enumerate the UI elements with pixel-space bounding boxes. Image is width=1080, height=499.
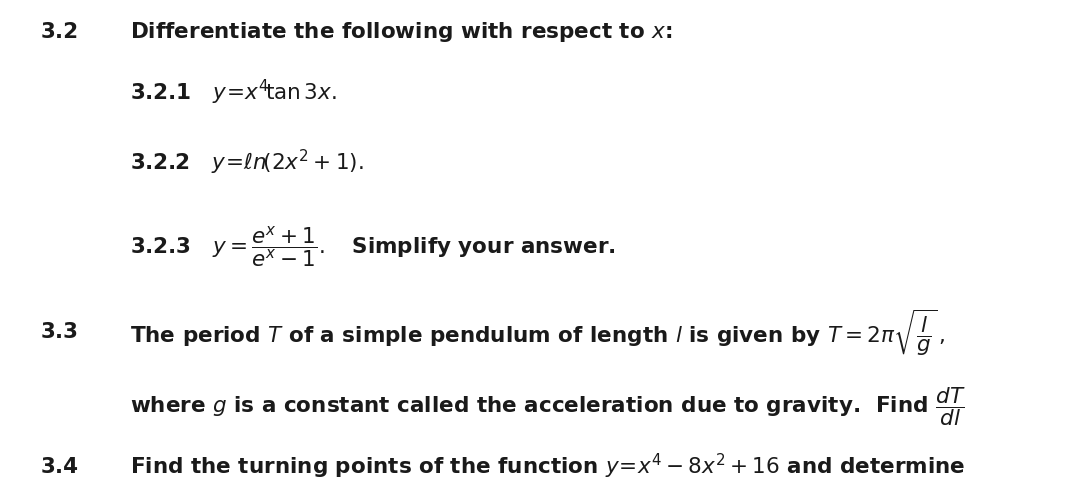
Text: Find the turning points of the function $\mathit{y}\!=\!\mathit{x}^4-8\mathit{x}: Find the turning points of the function … <box>130 452 966 481</box>
Text: 3.2: 3.2 <box>41 22 79 42</box>
Text: The period $T$ of a simple pendulum of length $l$ is given by $T=2\pi\sqrt{\dfra: The period $T$ of a simple pendulum of l… <box>130 307 945 357</box>
Text: where $g$ is a constant called the acceleration due to gravity.  Find $\dfrac{dT: where $g$ is a constant called the accel… <box>130 385 966 428</box>
Text: 3.3: 3.3 <box>41 322 79 342</box>
Text: 3.2.1   $\mathit{y}\!=\!\mathit{x}^4\!\tan 3\mathit{x}.$: 3.2.1 $\mathit{y}\!=\!\mathit{x}^4\!\tan… <box>130 78 336 107</box>
Text: Differentiate the following with respect to $\mathit{x}$:: Differentiate the following with respect… <box>130 20 672 44</box>
Text: 3.2.2   $\mathit{y}\!=\!\ell\mathit{n}\!\left(2\mathit{x}^2+1\right).$: 3.2.2 $\mathit{y}\!=\!\ell\mathit{n}\!\l… <box>130 148 363 177</box>
Text: 3.4: 3.4 <box>41 457 79 477</box>
Text: 3.2.3   $\mathit{y}=\dfrac{e^x+1}{e^x-1}.$   Simplify your answer.: 3.2.3 $\mathit{y}=\dfrac{e^x+1}{e^x-1}.$… <box>130 224 616 270</box>
